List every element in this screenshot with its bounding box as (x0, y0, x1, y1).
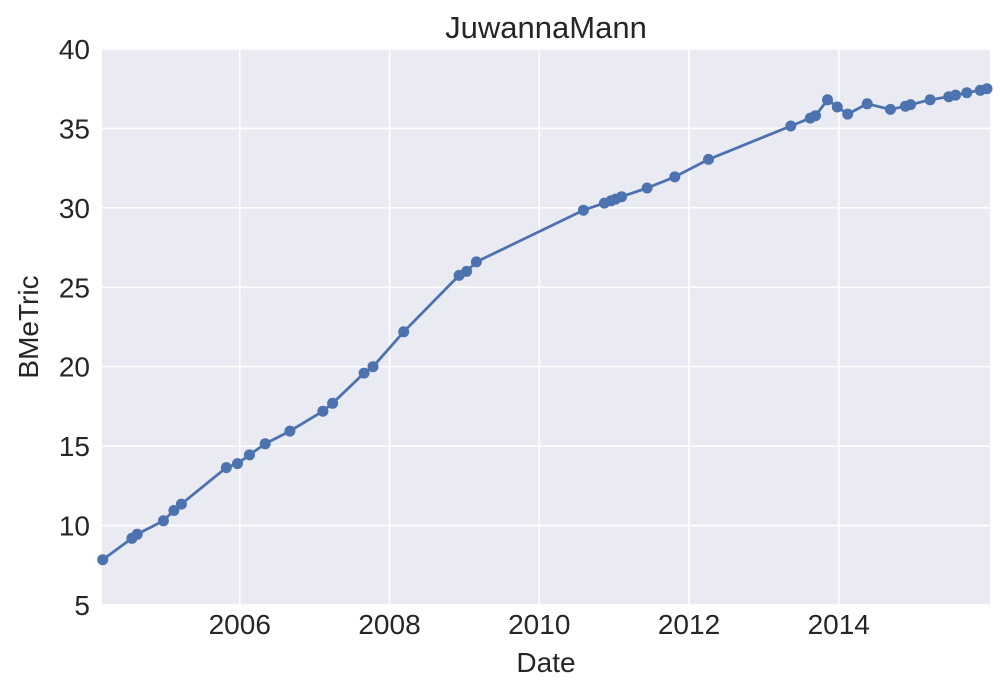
data-series (97, 83, 993, 566)
data-point-marker (327, 397, 339, 409)
x-tick-label: 2008 (358, 609, 420, 640)
data-point-marker (905, 99, 917, 111)
plot-area (102, 49, 990, 605)
x-tick-label: 2010 (508, 609, 570, 640)
data-point-marker (669, 171, 681, 183)
y-tick-label: 25 (59, 272, 90, 303)
data-point-marker (810, 110, 821, 122)
x-tick-label: 2006 (209, 609, 271, 640)
data-point-marker (703, 153, 714, 165)
data-point-marker (97, 554, 109, 566)
y-tick-label: 20 (59, 352, 90, 383)
data-point-marker (961, 87, 973, 99)
data-point-marker (131, 528, 143, 540)
data-point-marker (884, 103, 896, 115)
data-point-marker (950, 89, 962, 101)
x-tick-label: 2014 (808, 609, 870, 640)
x-tick-label: 2012 (658, 609, 720, 640)
data-point-marker (244, 449, 255, 461)
data-point-marker (822, 94, 833, 106)
data-point-marker (842, 108, 854, 120)
data-point-marker (616, 191, 628, 203)
data-point-marker (259, 438, 271, 450)
y-tick-label: 10 (59, 511, 90, 542)
data-point-marker (577, 204, 589, 216)
x-axis-label: Date (516, 647, 575, 678)
data-point-marker (175, 498, 187, 510)
data-point-marker (785, 120, 797, 132)
y-tick-label: 30 (59, 193, 90, 224)
chart-title: JuwannaMann (445, 10, 647, 45)
data-point-marker (981, 83, 993, 95)
y-tick-label: 35 (59, 113, 90, 144)
data-point-marker (641, 182, 653, 194)
data-point-marker (398, 326, 410, 338)
data-point-marker (924, 94, 936, 106)
data-point-marker (168, 505, 180, 516)
data-point-marker (367, 361, 379, 373)
data-point-marker (470, 256, 482, 268)
y-tick-label: 15 (59, 431, 90, 462)
data-point-marker (220, 462, 232, 474)
data-point-marker (284, 425, 296, 437)
y-axis-label: BMeTric (13, 275, 44, 378)
data-point-marker (861, 98, 873, 110)
data-point-marker (831, 101, 843, 113)
y-tick-label: 40 (59, 34, 90, 65)
data-point-marker (157, 515, 169, 527)
gridlines (102, 48, 990, 606)
data-point-marker (358, 367, 370, 379)
data-point-marker (461, 265, 473, 277)
data-point-marker (317, 405, 329, 417)
x-tick-labels: 2006 2008 2010 2012 2014 (209, 609, 870, 640)
data-point-marker (232, 458, 243, 470)
y-tick-label: 5 (74, 590, 90, 621)
y-tick-labels: 5 10 15 20 25 30 35 40 (59, 34, 90, 621)
